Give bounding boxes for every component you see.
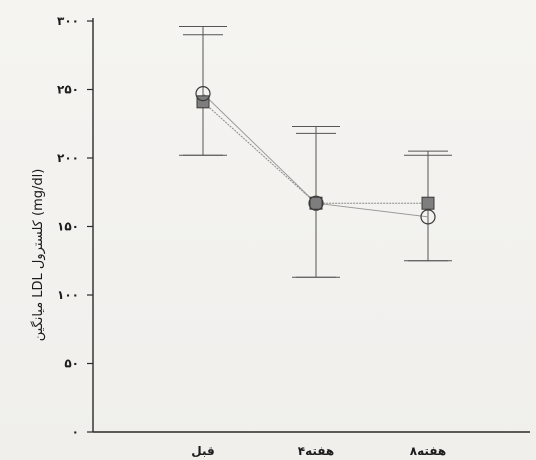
square-marker — [196, 95, 210, 109]
x-labels: قبل ۴هفته ۸هفته — [191, 444, 446, 458]
x-category-label: ۴هفته — [298, 444, 334, 458]
axes — [92, 18, 530, 433]
y-tick-label: ۱۵۰ — [57, 220, 79, 234]
x-category-label: قبل — [191, 444, 214, 458]
square-marker — [421, 196, 435, 210]
y-tick-label: ۲۵۰ — [57, 83, 79, 97]
y-tick-label: ۲۰۰ — [57, 151, 79, 165]
circle-marker — [420, 209, 436, 225]
circle-marker — [308, 195, 324, 211]
circle-marker — [195, 86, 211, 102]
y-ticks: ۰ ۵۰ ۱۰۰ ۱۵۰ ۲۰۰ ۲۵۰ ۳۰۰ — [57, 14, 93, 439]
square-marker — [309, 196, 323, 210]
error-bars — [179, 25, 452, 278]
y-tick-label: ۳۰۰ — [57, 14, 79, 28]
y-tick-label: ۰ — [72, 425, 79, 439]
y-tick-label: ۱۰۰ — [57, 288, 79, 302]
y-tick-label: ۵۰ — [64, 357, 79, 371]
series-markers — [195, 86, 436, 225]
x-category-label: ۸هفته — [410, 444, 446, 458]
y-axis-title: میانگین LDL کلسترول (mg/dl) — [30, 169, 46, 342]
